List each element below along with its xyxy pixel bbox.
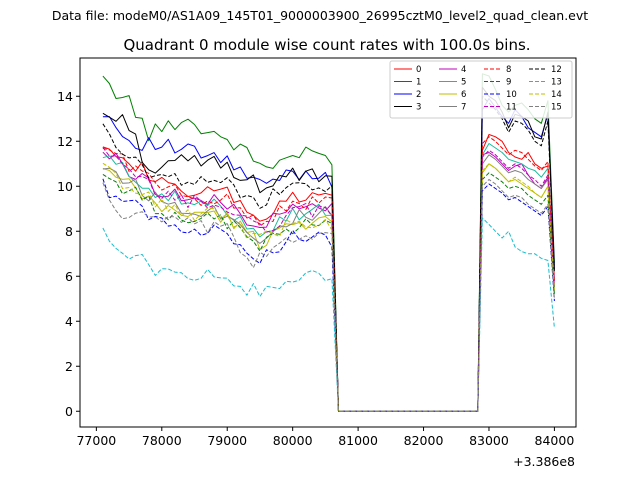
x-tick-label: 82000 xyxy=(404,433,444,448)
x-tick-label: 77000 xyxy=(76,433,116,448)
legend-label-8: 8 xyxy=(506,65,511,75)
x-tick-label: 84000 xyxy=(535,433,575,448)
legend-label-7: 7 xyxy=(461,103,466,113)
chart-title: Quadrant 0 module wise count rates with … xyxy=(123,36,530,54)
y-tick-label: 14 xyxy=(57,89,73,104)
series-line-11 xyxy=(102,147,555,412)
y-tick-label: 12 xyxy=(57,134,73,149)
legend-label-10: 10 xyxy=(506,90,517,100)
series-line-5 xyxy=(102,143,555,412)
series-line-13 xyxy=(102,217,555,412)
chart-suptitle: Data file: modeM0/AS1A09_145T01_90000039… xyxy=(52,8,588,23)
legend-label-12: 12 xyxy=(551,65,562,75)
y-tick-label: 8 xyxy=(65,224,73,239)
legend-label-5: 5 xyxy=(461,78,466,88)
series-line-9 xyxy=(102,172,555,412)
y-tick-label: 0 xyxy=(65,404,73,419)
legend-label-1: 1 xyxy=(416,78,421,88)
y-tick-label: 6 xyxy=(65,269,73,284)
legend-label-2: 2 xyxy=(416,90,421,100)
series-line-14 xyxy=(102,162,555,412)
legend-label-4: 4 xyxy=(461,65,466,75)
series-line-10 xyxy=(102,178,555,412)
legend-label-9: 9 xyxy=(506,78,511,88)
y-tick-label: 4 xyxy=(65,314,73,329)
x-offset-label: +3.386e8 xyxy=(513,454,575,469)
x-tick-label: 80000 xyxy=(273,433,313,448)
y-tick-label: 10 xyxy=(57,179,73,194)
legend-label-13: 13 xyxy=(551,78,562,88)
plot-lines xyxy=(102,73,555,412)
x-tick-label: 81000 xyxy=(338,433,378,448)
legend-label-14: 14 xyxy=(551,90,562,100)
x-tick-label: 79000 xyxy=(207,433,247,448)
legend-label-6: 6 xyxy=(461,90,466,100)
y-tick-label: 2 xyxy=(65,359,73,374)
plot-frame xyxy=(79,57,577,428)
legend-label-0: 0 xyxy=(416,65,421,75)
series-line-15 xyxy=(102,179,555,412)
series-line-8 xyxy=(102,136,555,412)
x-tick-label: 83000 xyxy=(469,433,509,448)
legend-box xyxy=(389,60,573,119)
x-tick-label: 78000 xyxy=(142,433,182,448)
legend-label-11: 11 xyxy=(506,103,517,113)
legend-label-15: 15 xyxy=(551,103,562,113)
legend-label-3: 3 xyxy=(416,103,421,113)
series-line-0 xyxy=(102,134,555,412)
axes: 77000 78000 79000 80000 81000 82000 83000 84000… xyxy=(57,89,574,448)
series-line-7 xyxy=(102,154,555,412)
